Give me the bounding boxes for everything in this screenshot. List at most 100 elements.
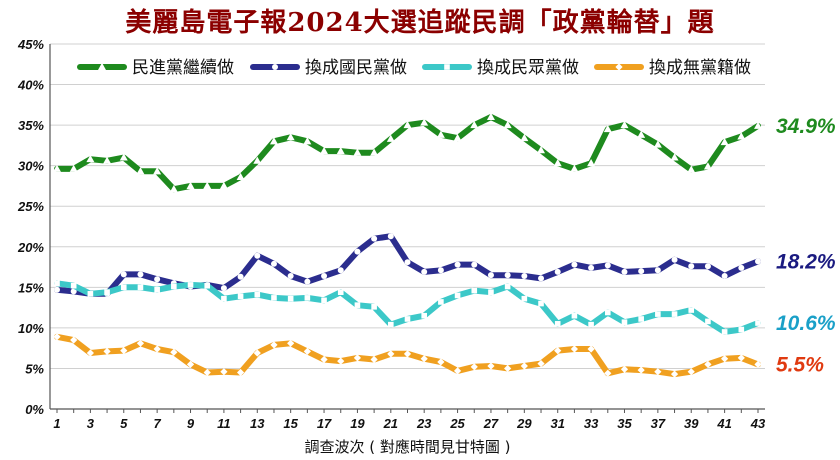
data-point [304,295,311,301]
data-point [654,267,661,274]
data-point [755,258,761,265]
data-point [587,345,595,353]
data-point [154,276,161,283]
data-point [721,272,728,279]
end-value-label: 10.6% [776,312,836,335]
data-point [670,370,679,378]
data-point [638,316,644,322]
data-point [287,272,294,279]
data-point [120,284,127,291]
data-point [387,233,394,240]
legend-marker [98,62,106,70]
data-point [538,275,545,282]
end-value-label: 18.2% [776,250,836,273]
data-point [120,347,128,355]
data-point [438,299,444,305]
data-point [604,262,611,269]
x-tick-label: 15 [283,416,298,431]
data-point [103,347,111,356]
data-point [403,120,412,129]
data-point [738,264,745,271]
data-point [86,349,94,357]
x-tick-label: 27 [483,416,499,431]
data-point [337,357,345,365]
data-point [286,133,295,141]
legend-label: 民進黨繼續做 [132,58,234,78]
x-tick-label: 41 [716,416,731,431]
data-point [303,137,312,145]
data-point [554,321,561,327]
x-tick-label: 23 [416,416,432,431]
data-point [370,355,378,364]
data-point [421,268,428,275]
data-point [421,312,427,319]
data-point [537,359,545,368]
data-point [354,302,361,308]
data-point [70,336,78,344]
data-point [654,368,662,376]
data-point [721,329,728,335]
data-point [186,360,195,368]
legend-label: 換成國民黨做 [305,58,407,78]
data-point [703,162,712,170]
data-point [537,146,546,154]
data-point [371,235,378,242]
data-point [470,363,478,371]
legend-marker [272,64,278,70]
data-point [169,184,178,193]
data-point [253,349,261,357]
data-point [487,272,494,279]
data-point [571,312,578,319]
data-point [688,307,695,313]
data-point [136,167,145,175]
data-point [103,156,112,164]
data-point [671,311,678,317]
data-point [420,118,429,126]
data-point [53,333,61,341]
data-point [337,289,344,295]
data-point [553,159,562,167]
x-tick-label: 19 [350,416,365,431]
data-point [321,272,328,279]
y-tick-label: 30% [18,159,44,174]
x-tick-label: 21 [383,416,398,431]
data-point [187,282,194,288]
data-point [737,354,745,362]
data-point [204,282,211,289]
data-point [755,320,761,326]
data-point [521,272,528,279]
data-point [304,278,311,285]
x-tick-label: 33 [584,416,599,431]
data-point [704,360,712,368]
data-point [137,271,144,278]
data-point [670,153,679,161]
x-tick-label: 43 [750,416,766,431]
data-point [387,350,395,358]
data-point [303,347,311,356]
data-point [254,291,261,298]
data-point [53,164,61,172]
data-point [454,292,461,299]
data-point [704,263,711,270]
data-point [621,319,628,326]
data-point [404,259,411,266]
data-point [353,148,362,156]
data-point [154,286,160,293]
data-point [538,300,544,307]
data-point [637,366,645,374]
y-tick-label: 45% [17,37,44,52]
data-point [70,288,77,295]
data-point [54,286,60,293]
data-point [269,137,278,145]
data-point [87,291,94,297]
data-point [503,120,512,129]
data-point [738,326,745,333]
data-point [320,146,329,155]
data-point [705,318,711,325]
data-point [171,283,177,290]
data-point [153,345,161,353]
series-line [54,280,761,335]
data-point [104,289,110,295]
data-point [386,134,395,142]
data-point [388,321,394,328]
